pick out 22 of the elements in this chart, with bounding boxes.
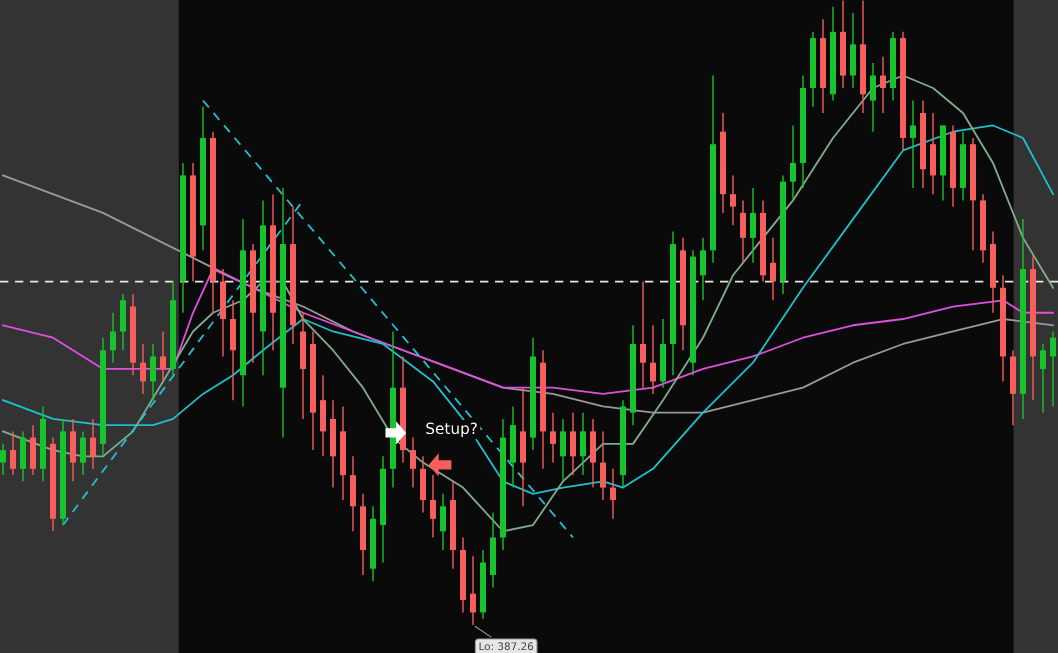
- candlestick: [650, 324, 656, 395]
- candlestick: [770, 237, 776, 301]
- candlestick: [110, 312, 116, 364]
- candlestick: [430, 474, 436, 539]
- candlestick: [1050, 330, 1056, 408]
- candlestick: [910, 99, 916, 189]
- candlestick: [640, 280, 646, 389]
- text: Lo: 387.26: [479, 642, 534, 651]
- candlestick: [0, 443, 6, 476]
- candlestick: [550, 411, 556, 464]
- candlestick: [140, 343, 146, 395]
- candlestick: [410, 436, 416, 489]
- candlestick: [1040, 343, 1046, 414]
- candlestick: [730, 174, 736, 227]
- candlestick: [610, 468, 616, 520]
- annotation: Setup?: [426, 422, 477, 438]
- candlestick: [160, 330, 166, 383]
- candlestick: [790, 124, 796, 202]
- candlestick: [880, 56, 886, 114]
- candlestick: [470, 555, 476, 626]
- candlestick: [10, 430, 16, 476]
- candlestick: [90, 418, 96, 470]
